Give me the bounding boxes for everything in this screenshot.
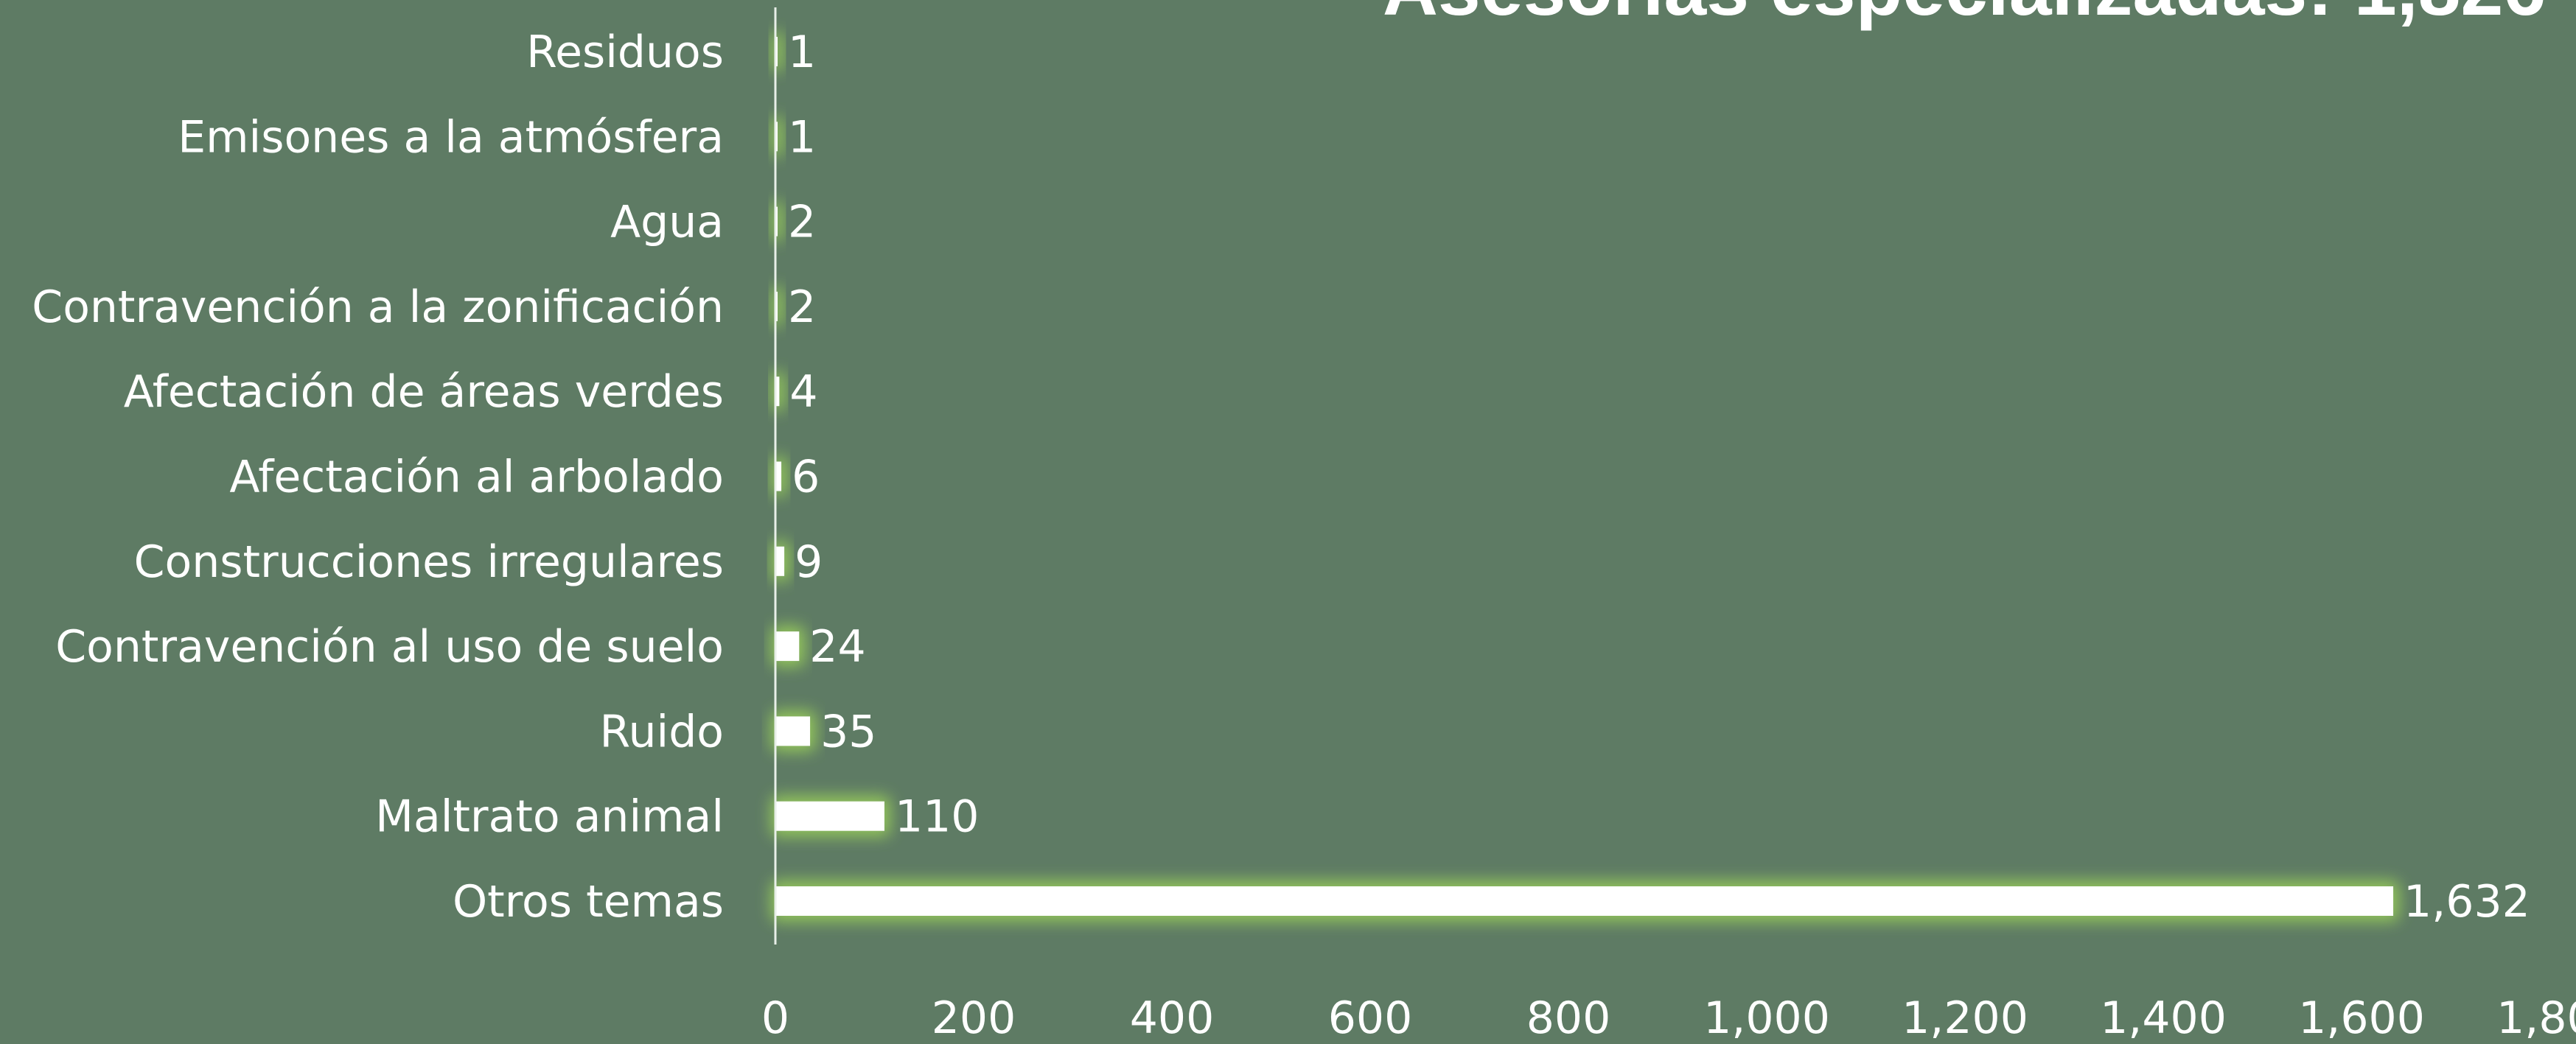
category-label: Residuos — [526, 27, 724, 78]
x-tick-label: 1,200 — [1902, 992, 2028, 1040]
category-label: Construcciones irregulares — [134, 536, 724, 588]
bar — [775, 461, 782, 491]
data-label: 35 — [820, 706, 876, 757]
category-label: Contravención a la zonificación — [32, 281, 724, 333]
bar — [775, 716, 811, 746]
chart-title: Asesorías especializadas: 1,826 — [1383, 0, 2546, 32]
bar — [775, 886, 2394, 916]
data-label: 110 — [895, 791, 980, 843]
bar — [775, 631, 800, 662]
data-label: 6 — [792, 452, 820, 503]
data-label: 1 — [788, 27, 816, 78]
data-label: 4 — [789, 366, 817, 418]
x-tick-label: 0 — [761, 992, 789, 1040]
bar-glows — [771, 31, 2400, 922]
x-tick-label: 200 — [932, 992, 1016, 1040]
category-label: Afectación al arbolado — [229, 452, 724, 503]
x-tick-label: 1,600 — [2298, 992, 2425, 1040]
x-tick-label: 1,800 — [2496, 992, 2576, 1040]
x-tick-label: 800 — [1526, 992, 1611, 1040]
data-label: 9 — [795, 536, 823, 588]
category-label: Emisones a la atmósfera — [178, 111, 724, 163]
category-label: Afectación de áreas verdes — [124, 366, 724, 418]
category-label: Maltrato animal — [375, 791, 724, 843]
category-labels: Residuos Emisones a la atmósfera Agua Contr… — [32, 27, 724, 928]
x-tick-label: 400 — [1130, 992, 1215, 1040]
category-label: Contravención al uso de suelo — [55, 621, 724, 673]
x-tick-label: 1,000 — [1703, 992, 1830, 1040]
data-label: 2 — [788, 197, 816, 248]
data-label: 2 — [788, 281, 816, 333]
category-label: Agua — [610, 197, 724, 248]
bars — [775, 37, 2394, 916]
x-axis-tick-labels: 0 200 400 600 800 1,000 1,200 1,400 1,600 1,800 — [761, 992, 2576, 1044]
x-tick-label: 1,400 — [2100, 992, 2227, 1040]
category-label: Ruido — [600, 706, 725, 757]
bar — [775, 546, 785, 576]
x-tick-label: 600 — [1328, 992, 1413, 1040]
bar — [775, 801, 884, 831]
data-label: 1,632 — [2404, 876, 2530, 928]
data-label: 1 — [788, 111, 816, 163]
data-label: 24 — [809, 621, 865, 673]
bar — [775, 376, 780, 407]
category-label: Otros temas — [453, 876, 724, 928]
